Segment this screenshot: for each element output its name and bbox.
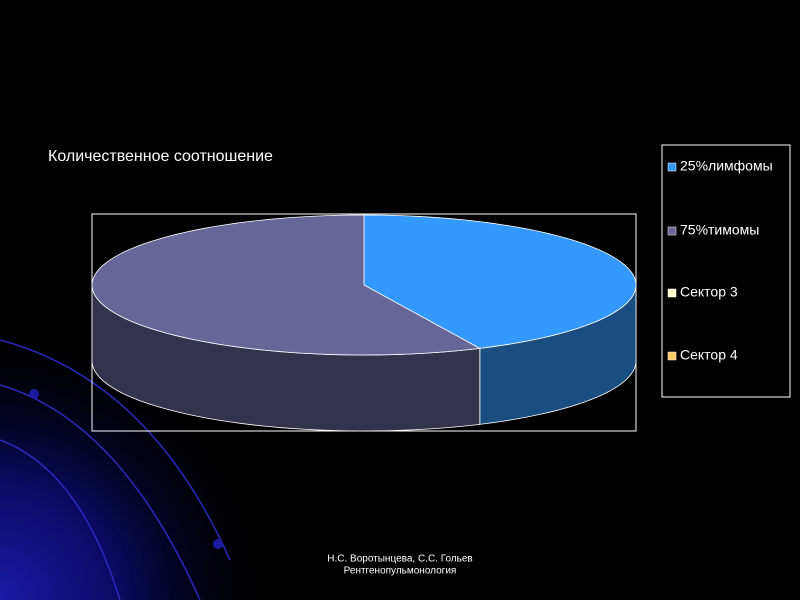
legend-label: Сектор 3 [680, 284, 738, 300]
chart-title: Количественное соотношение [48, 148, 273, 165]
legend-items: 25%лимфомы 75%тимомы Сектор 3 Сектор 4 [667, 158, 773, 363]
legend-label: 75%тимомы [680, 222, 759, 238]
legend-label: 25%лимфомы [680, 158, 773, 174]
footer-subject: Рентгенопульмонология [344, 566, 457, 577]
background-dot [213, 539, 223, 549]
background-dot [29, 389, 39, 399]
slice [91, 214, 482, 356]
legend-swatch [667, 162, 677, 172]
legend-label: Сектор 4 [680, 347, 738, 363]
legend-swatch [667, 288, 677, 298]
footer-authors: Н.С. Воротынцева, С.С. Гольев [327, 554, 472, 565]
legend-swatch [667, 351, 677, 361]
slice [363, 214, 637, 349]
legend-swatch [667, 226, 677, 236]
legend [661, 144, 791, 398]
pie [91, 214, 637, 432]
